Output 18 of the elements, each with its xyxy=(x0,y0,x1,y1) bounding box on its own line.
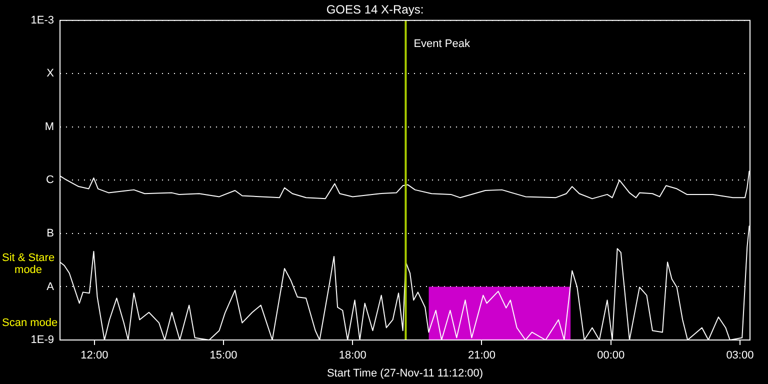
x-tick-label: 18:00 xyxy=(338,350,366,362)
y-tick-label: B xyxy=(46,228,54,240)
x-tick-label: 21:00 xyxy=(468,350,496,362)
x-tick-label: 15:00 xyxy=(210,350,238,362)
ref-line-label: Event Peak xyxy=(414,38,470,50)
chart-title: GOES 14 X-Rays: xyxy=(326,2,424,17)
text: Scan mode xyxy=(2,317,58,330)
y-tick-label: C xyxy=(46,174,54,186)
x-tick-label: 00:00 xyxy=(597,350,625,362)
x-tick-label: 03:00 xyxy=(726,350,754,362)
y-tick-label: X xyxy=(46,68,55,80)
x-tick-label: 12:00 xyxy=(80,350,108,362)
y-tick-label: 1E-9 xyxy=(30,334,54,346)
x-axis-title: Start Time (27-Nov-11 11:12:00) xyxy=(326,367,484,380)
y-tick-label: A xyxy=(46,280,55,293)
y-tick-label: 1E-3 xyxy=(30,14,54,26)
y-tick-label: M xyxy=(44,120,54,133)
text: Sit & Stare mode xyxy=(2,252,55,276)
